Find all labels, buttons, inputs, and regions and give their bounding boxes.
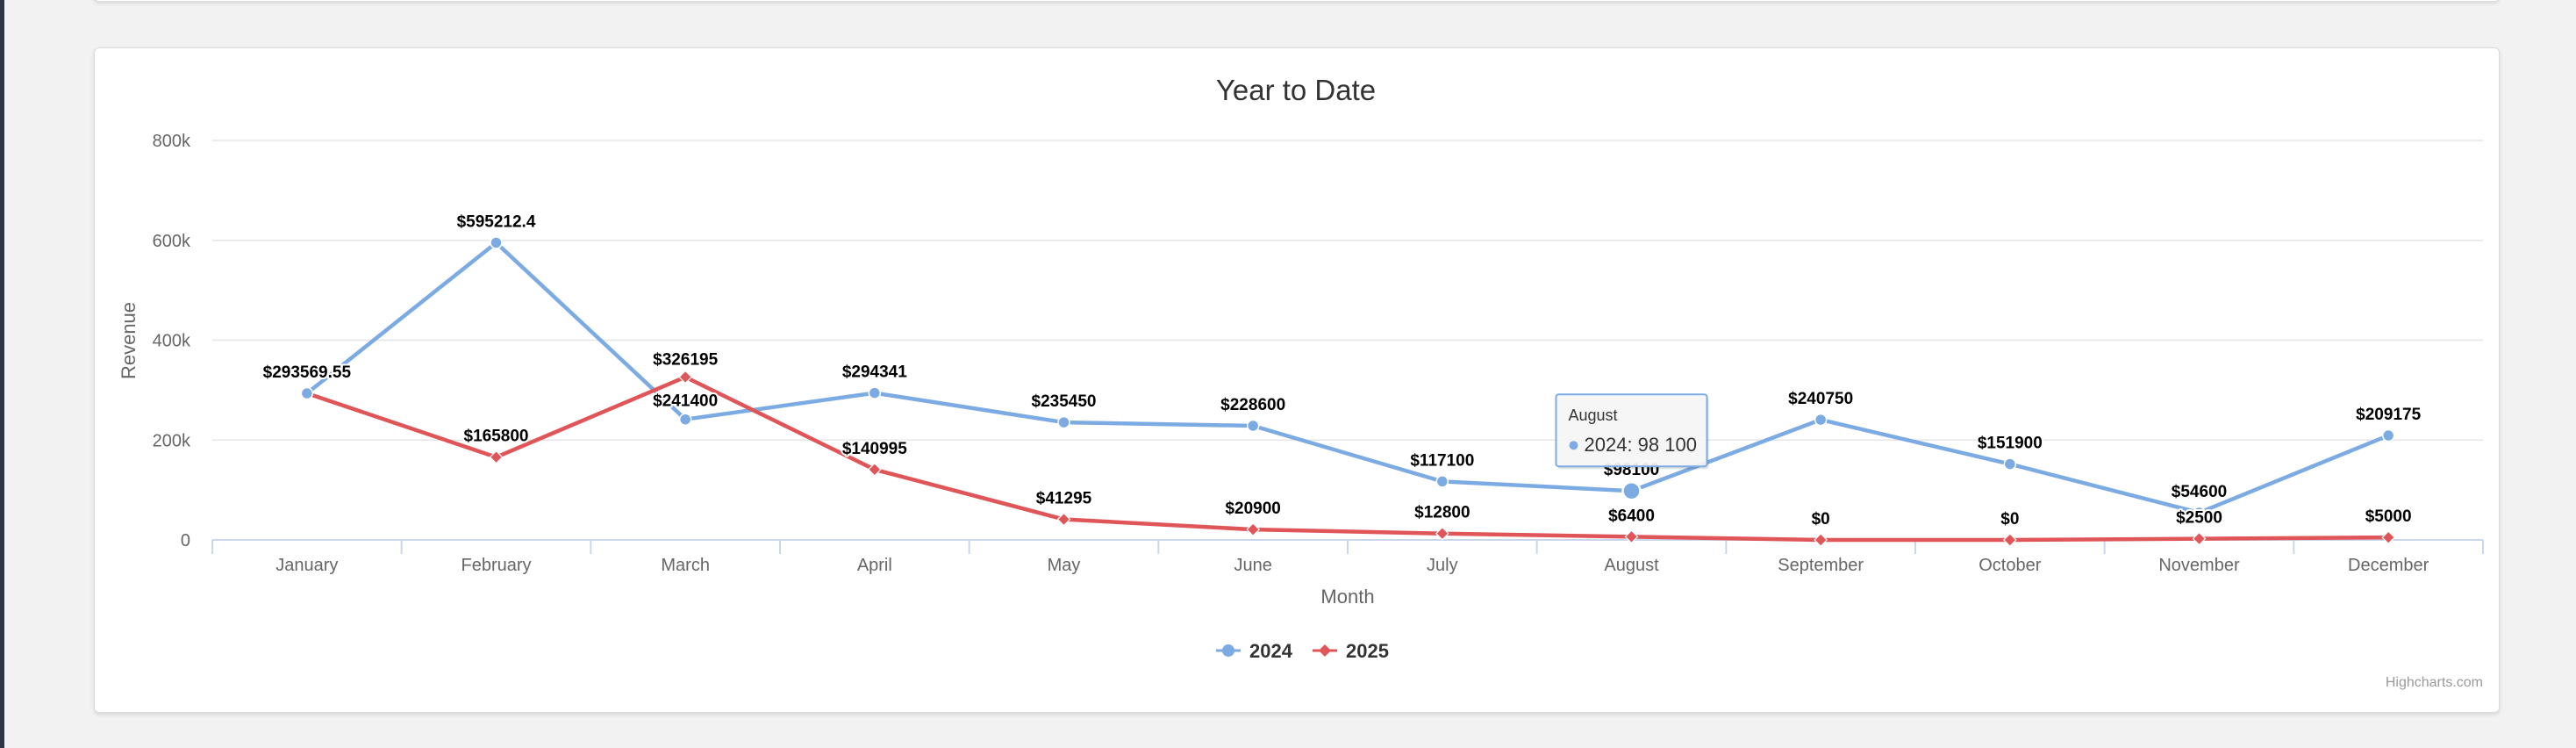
- data-label-2025: $326195: [653, 350, 718, 369]
- data-label-2025: $20900: [1225, 500, 1280, 518]
- legend-label: 2024: [1249, 640, 1293, 662]
- data-label-2024: $241400: [653, 392, 718, 411]
- data-label-2024: $54600: [2172, 483, 2227, 501]
- point-2024: [1814, 413, 1828, 427]
- legend-label: 2025: [1346, 640, 1389, 662]
- data-label-2024: $240750: [1788, 390, 1853, 408]
- window-left-edge: [0, 0, 4, 748]
- tooltip: August 2024: 98 100: [1555, 393, 1709, 470]
- point-2024: [300, 386, 314, 400]
- data-label-2024: $117100: [1410, 451, 1474, 470]
- data-label-2025: $12800: [1414, 504, 1470, 522]
- point-2024: [1057, 415, 1070, 429]
- x-tick-label: August: [1604, 556, 1659, 575]
- point-2025: [2192, 531, 2207, 546]
- point-2024: [2193, 506, 2206, 520]
- point-2025: [2381, 530, 2396, 545]
- series-layer: [299, 236, 2396, 547]
- data-label-2025: $165800: [464, 428, 529, 446]
- point-2025: [1056, 512, 1071, 527]
- data-label-2025: $41295: [1036, 490, 1092, 508]
- y-tick-label: 0: [181, 531, 190, 550]
- x-tick-label: May: [1048, 556, 1081, 575]
- data-labels: $293569.55 $595212.4 $241400 $294341 $235450…: [261, 211, 2423, 530]
- point-2024: [678, 413, 692, 426]
- tooltip-text: 2024: 98 100: [1585, 434, 1697, 456]
- data-label-2024: $209175: [2356, 406, 2421, 424]
- credits[interactable]: Highcharts.com: [2386, 675, 2483, 690]
- gridlines: [212, 140, 2483, 441]
- data-label-2025: $0: [2000, 510, 2019, 529]
- legend-marker-diamond-icon: [1319, 644, 1331, 657]
- x-axis-title: Month: [1320, 586, 1374, 608]
- point-2025: [489, 450, 504, 464]
- legend-item-2025[interactable]: 2025: [1313, 640, 1389, 662]
- point-2025: [1435, 526, 1449, 541]
- x-tick-label: June: [1234, 556, 1271, 575]
- axes: 0 200k 400k 600k 800k January February March Apr…: [153, 132, 2484, 575]
- x-tick-label: October: [1979, 556, 2041, 575]
- legend-marker-circle-icon: [1222, 644, 1234, 657]
- x-tick-label: April: [857, 556, 892, 575]
- point-2025: [678, 370, 693, 385]
- x-tick-label: November: [2158, 556, 2240, 575]
- data-label-2025: $140995: [842, 440, 907, 458]
- data-label-2024: $294341: [842, 363, 907, 382]
- chart-card: [94, 47, 2500, 713]
- data-label-2024: $228600: [1220, 396, 1285, 414]
- point-2024: [1621, 480, 1642, 501]
- y-tick-label: 400k: [153, 332, 191, 351]
- data-label-2024: $595212.4: [457, 212, 536, 231]
- data-label-2025: $6400: [1608, 507, 1655, 525]
- point-2024: [2003, 457, 2017, 471]
- data-label-2025: $5000: [2365, 507, 2412, 526]
- point-2025: [1624, 529, 1639, 544]
- data-label-2024: $293569.55: [263, 363, 352, 382]
- point-2024: [1246, 419, 1260, 433]
- x-tick-label: July: [1427, 556, 1458, 575]
- point-2024: [1435, 475, 1449, 488]
- data-label-2025: $0: [1812, 510, 1830, 529]
- data-label-2025: $2500: [2176, 509, 2222, 528]
- y-tick-label: 800k: [153, 132, 191, 151]
- y-tick-label: 600k: [153, 232, 191, 251]
- point-2024: [2381, 428, 2395, 442]
- tooltip-bullet-icon: [1569, 441, 1578, 450]
- point-2025: [1246, 522, 1261, 536]
- tooltip-box: [1555, 393, 1708, 468]
- x-tick-label: December: [2348, 556, 2429, 575]
- tooltip-title: August: [1569, 406, 1618, 424]
- point-2025: [2002, 533, 2017, 547]
- series-line-2025: [304, 375, 2391, 543]
- series-line-2024: [304, 241, 2391, 515]
- point-2024: [490, 236, 503, 249]
- y-tick-label: 200k: [153, 431, 191, 450]
- point-2025: [1814, 533, 1828, 547]
- point-2025: [867, 462, 882, 477]
- x-tick-label: January: [275, 556, 338, 575]
- data-label-2024: $151900: [1978, 435, 2043, 453]
- x-tick-label: March: [661, 556, 710, 575]
- chart-title: Year to Date: [1216, 74, 1376, 106]
- legend: 2024 2025: [1216, 640, 1389, 662]
- data-label-2024: $235450: [1032, 392, 1097, 411]
- point-2024: [868, 386, 882, 399]
- x-tick-label: February: [461, 556, 531, 575]
- y-axis-title: Revenue: [118, 302, 140, 379]
- legend-item-2024[interactable]: 2024: [1216, 640, 1293, 662]
- x-tick-label: September: [1778, 556, 1864, 575]
